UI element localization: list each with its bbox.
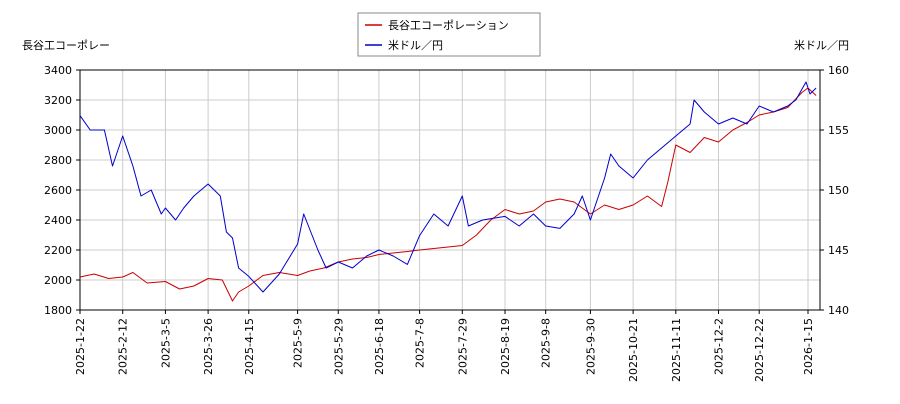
left-tick-label: 3400 bbox=[44, 64, 72, 77]
x-tick-label: 2025-5-9 bbox=[292, 318, 305, 368]
x-tick-label: 2025-7-29 bbox=[456, 318, 469, 375]
x-tick-label: 2025-8-19 bbox=[499, 318, 512, 375]
x-tick-label: 2025-12-22 bbox=[753, 318, 766, 382]
right-tick-label: 150 bbox=[828, 184, 849, 197]
x-tick-label: 2025-12-2 bbox=[713, 318, 726, 375]
legend-label-usdjpy: 米ドル／円 bbox=[388, 39, 443, 52]
right-axis-ticks: 140 145 150 155 160 bbox=[820, 64, 849, 317]
x-tick-label: 2025-6-18 bbox=[373, 318, 386, 375]
legend-box bbox=[357, 12, 541, 57]
x-tick-label: 2025-10-21 bbox=[627, 318, 640, 382]
legend: 長谷工コーポレーション 米ドル／円 bbox=[357, 12, 541, 57]
left-tick-label: 2800 bbox=[44, 154, 72, 167]
right-tick-label: 155 bbox=[828, 124, 849, 137]
left-axis-ticks: 1800 2000 2200 2400 2600 2800 3000 3200 3400 bbox=[44, 64, 80, 317]
x-tick-label: 2025-11-11 bbox=[670, 318, 683, 382]
legend-label-company: 長谷工コーポレーション bbox=[388, 19, 509, 32]
left-tick-label: 2600 bbox=[44, 184, 72, 197]
left-tick-label: 2400 bbox=[44, 214, 72, 227]
series-line-usdjpy bbox=[79, 81, 817, 293]
x-axis-ticks: 2025-1-22 2025-2-12 2025-3-5 2025-3-26 2025-… bbox=[74, 310, 815, 382]
x-tick-label: 2025-9-30 bbox=[584, 318, 597, 375]
x-tick-label: 2025-7-8 bbox=[414, 318, 427, 368]
grid bbox=[79, 69, 820, 311]
left-tick-label: 3200 bbox=[44, 94, 72, 107]
left-tick-label: 2200 bbox=[44, 244, 72, 257]
right-tick-label: 160 bbox=[828, 64, 849, 77]
series-layer bbox=[79, 81, 817, 302]
x-tick-label: 2025-3-26 bbox=[202, 318, 215, 375]
x-tick-label: 2025-1-22 bbox=[74, 318, 87, 375]
series-line-company bbox=[79, 87, 817, 302]
x-tick-label: 2026-1-15 bbox=[802, 318, 815, 375]
left-axis-label: 長谷工コーポレー bbox=[22, 39, 110, 52]
x-tick-label: 2025-5-29 bbox=[332, 318, 345, 375]
right-tick-label: 140 bbox=[828, 304, 849, 317]
x-tick-label: 2025-2-12 bbox=[117, 318, 130, 375]
right-tick-label: 145 bbox=[828, 244, 849, 257]
left-tick-label: 1800 bbox=[44, 304, 72, 317]
x-tick-label: 2025-3-5 bbox=[159, 318, 172, 368]
left-tick-label: 2000 bbox=[44, 274, 72, 287]
x-tick-label: 2025-4-15 bbox=[243, 318, 256, 375]
x-tick-label: 2025-9-8 bbox=[540, 318, 553, 368]
left-tick-label: 3000 bbox=[44, 124, 72, 137]
right-axis-label: 米ドル／円 bbox=[794, 39, 849, 52]
